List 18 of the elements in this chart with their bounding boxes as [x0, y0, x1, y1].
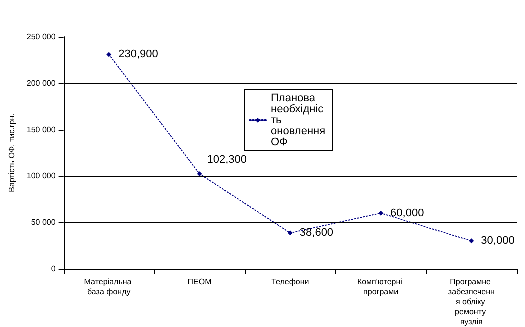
x-tick-label: Комп'ютерні програми [357, 278, 405, 296]
legend-label: Планова необхідність оновлення ОФ [271, 92, 329, 148]
y-axis-title: Вартість ОФ, тис.грн. [8, 114, 16, 192]
data-label: 30,000 [481, 235, 515, 248]
data-label: 38,600 [300, 227, 334, 240]
y-tick-label: 0 [51, 264, 56, 274]
x-tick-label: Матеріальна база фонду [84, 278, 134, 296]
y-tick-label: 200 000 [26, 78, 56, 88]
data-label: 102,300 [207, 154, 248, 166]
data-label: 230,900 [118, 48, 158, 61]
x-tick-label: Телефони [272, 278, 310, 286]
y-tick-label: 250 000 [26, 32, 56, 42]
y-tick-label: 150 000 [26, 125, 56, 134]
y-tick-label: 50 000 [31, 218, 56, 228]
x-tick-label: ПЕОМ [188, 278, 212, 286]
data-label: 60,000 [390, 207, 424, 220]
x-tick-label: Програмне забезпечення обліку ремонту вузлів [448, 278, 495, 326]
y-tick-label: 100 000 [26, 172, 56, 181]
